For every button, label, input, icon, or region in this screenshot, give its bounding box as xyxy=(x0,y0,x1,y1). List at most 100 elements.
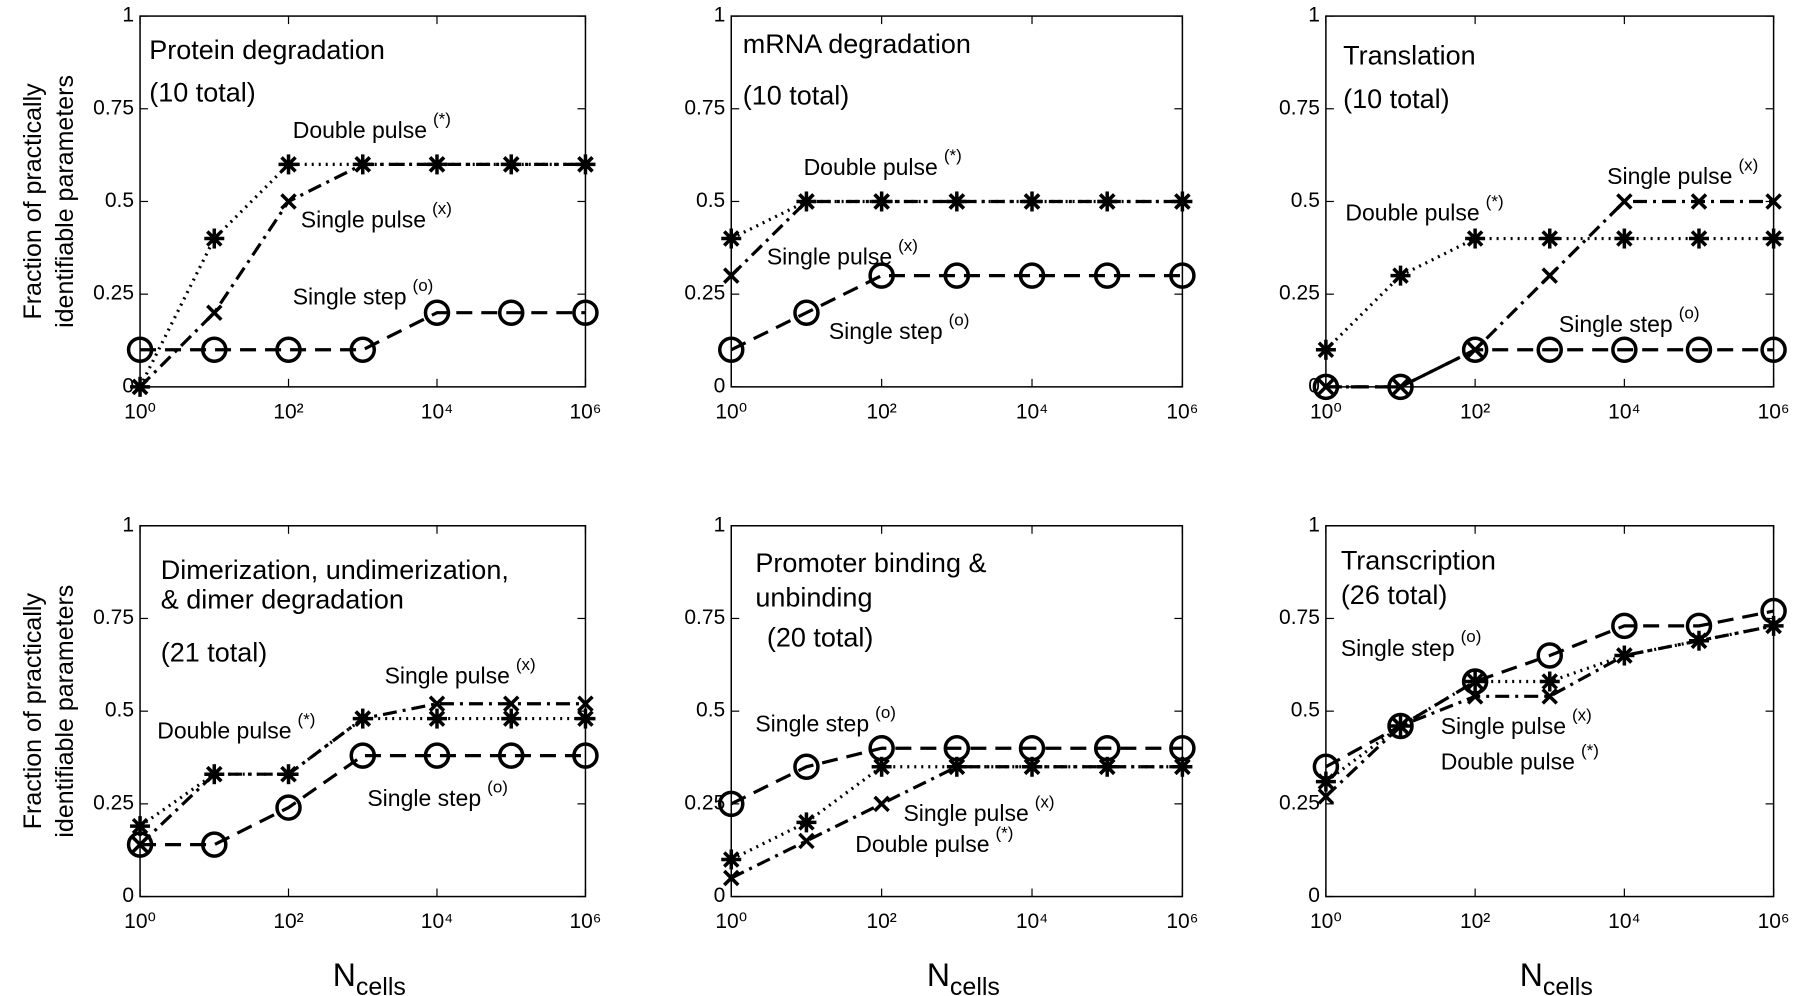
series-symbol: (x) xyxy=(432,199,452,218)
series-annotation: Single step xyxy=(755,711,869,737)
series-line xyxy=(1325,348,1774,389)
data-marker xyxy=(1465,228,1486,249)
data-marker xyxy=(1539,228,1560,249)
data-marker xyxy=(131,378,149,396)
panel-title: & dimer degradation xyxy=(161,585,404,615)
marker-circle xyxy=(572,742,599,769)
data-marker xyxy=(1611,336,1638,364)
x-axis-label-sub: cells xyxy=(950,973,1000,996)
x-axis-label: Ncells xyxy=(927,958,1000,996)
data-marker xyxy=(1611,612,1638,640)
x-tick-label: 10⁰ xyxy=(715,400,747,423)
panel-title: unbinding xyxy=(755,582,872,612)
panel: 0 0.25 0.5 0.75 1 10⁰ 10² 10⁴ 10⁶ Promoter bindin… xyxy=(684,513,1198,996)
x-tick-label: 10² xyxy=(273,400,303,423)
data-marker xyxy=(502,695,520,712)
y-tick-label: 0 xyxy=(122,374,134,397)
series-symbol: (x) xyxy=(898,236,918,255)
series-annotation: Double pulse xyxy=(804,154,938,180)
data-marker xyxy=(349,336,377,364)
data-marker xyxy=(1169,734,1196,762)
marker-stroke xyxy=(723,869,740,887)
data-marker xyxy=(354,710,371,727)
y-tick-label: 0.25 xyxy=(93,791,134,814)
data-marker xyxy=(723,869,740,887)
data-marker xyxy=(1616,647,1633,664)
y-tick-label: 1 xyxy=(122,4,134,27)
panel-title: Transcription xyxy=(1341,546,1496,576)
marker-circle xyxy=(1461,336,1489,364)
marker-stroke xyxy=(798,193,815,210)
data-marker xyxy=(948,193,966,210)
marker-stroke xyxy=(1023,758,1041,776)
y-tick-label: 0.25 xyxy=(1279,282,1320,305)
data-marker xyxy=(1685,336,1713,364)
marker-stroke xyxy=(1541,688,1558,705)
panel: 0 0.25 0.5 0.75 1 10⁰ 10² 10⁴ 10⁶ Transcription (2… xyxy=(1279,513,1790,996)
data-marker xyxy=(577,695,594,712)
data-marker xyxy=(577,156,594,173)
marker-circle xyxy=(1387,712,1414,740)
marker-stroke xyxy=(1317,788,1335,805)
data-marker xyxy=(1174,193,1191,210)
x-axis-label-main: N xyxy=(333,958,356,994)
marker-stroke xyxy=(723,267,740,284)
x-tick-label: 10² xyxy=(866,400,896,423)
marker-circle xyxy=(201,831,228,858)
data-marker xyxy=(280,193,297,210)
data-marker xyxy=(718,336,745,364)
marker-circle xyxy=(943,262,971,289)
marker-stroke xyxy=(798,832,815,850)
series-annotation: Single pulse xyxy=(767,243,892,269)
marker-stroke xyxy=(873,193,890,210)
marker-stroke xyxy=(502,156,520,173)
series-symbol: (x) xyxy=(516,655,536,674)
data-marker xyxy=(497,299,525,326)
data-marker xyxy=(349,742,377,769)
marker-circle xyxy=(423,299,451,326)
marker-circle xyxy=(1312,373,1340,401)
panel: 0 0.25 0.5 0.75 1 10⁰ 10² 10⁴ 10⁶ mRNA degradatio… xyxy=(684,4,1198,424)
data-marker xyxy=(575,708,596,729)
data-marker xyxy=(275,794,302,821)
axes-frame xyxy=(1325,525,1775,898)
y-tick-label: 0.5 xyxy=(105,189,134,212)
marker-stroke xyxy=(1690,193,1708,210)
data-marker xyxy=(1098,193,1116,210)
data-marker xyxy=(1685,612,1713,640)
series-annotation: Double pulse xyxy=(1441,748,1575,774)
x-tick-label: 10⁰ xyxy=(1310,910,1342,933)
data-marker xyxy=(1536,336,1563,364)
marker-circle xyxy=(126,831,154,858)
marker-circle xyxy=(1760,336,1787,364)
marker-circle xyxy=(1169,262,1196,289)
axes-frame xyxy=(730,525,1184,898)
marker-stroke xyxy=(1098,193,1116,210)
data-marker xyxy=(796,812,817,833)
x-axis-label: Ncells xyxy=(333,958,406,996)
x-tick-label: 10⁴ xyxy=(1608,400,1640,423)
marker-circle xyxy=(1387,373,1414,401)
marker-circle xyxy=(275,336,302,364)
data-marker xyxy=(428,695,446,712)
panel-title: Protein degradation xyxy=(149,35,385,65)
y-tick-label: 0.25 xyxy=(93,282,134,305)
y-axis-label: identifiable parameters xyxy=(51,75,79,328)
series-symbol: (*) xyxy=(1486,192,1504,211)
data-marker xyxy=(201,336,228,364)
series-annotation: Single step xyxy=(367,785,481,811)
x-axis-label-sub: cells xyxy=(1543,973,1593,996)
data-marker xyxy=(206,765,223,783)
marker-stroke xyxy=(577,695,594,712)
marker-circle xyxy=(943,734,971,762)
series-line xyxy=(730,274,1183,352)
data-marker xyxy=(126,336,154,364)
series-annotation: Single pulse xyxy=(301,207,426,233)
data-marker xyxy=(798,832,815,850)
marker-stroke xyxy=(577,156,594,173)
marker-circle xyxy=(1536,642,1563,669)
data-marker xyxy=(1465,671,1486,692)
y-tick-label: 0.5 xyxy=(1291,699,1320,722)
series-symbol: (o) xyxy=(875,703,896,722)
y-axis-label: Fraction of practically xyxy=(19,593,47,830)
